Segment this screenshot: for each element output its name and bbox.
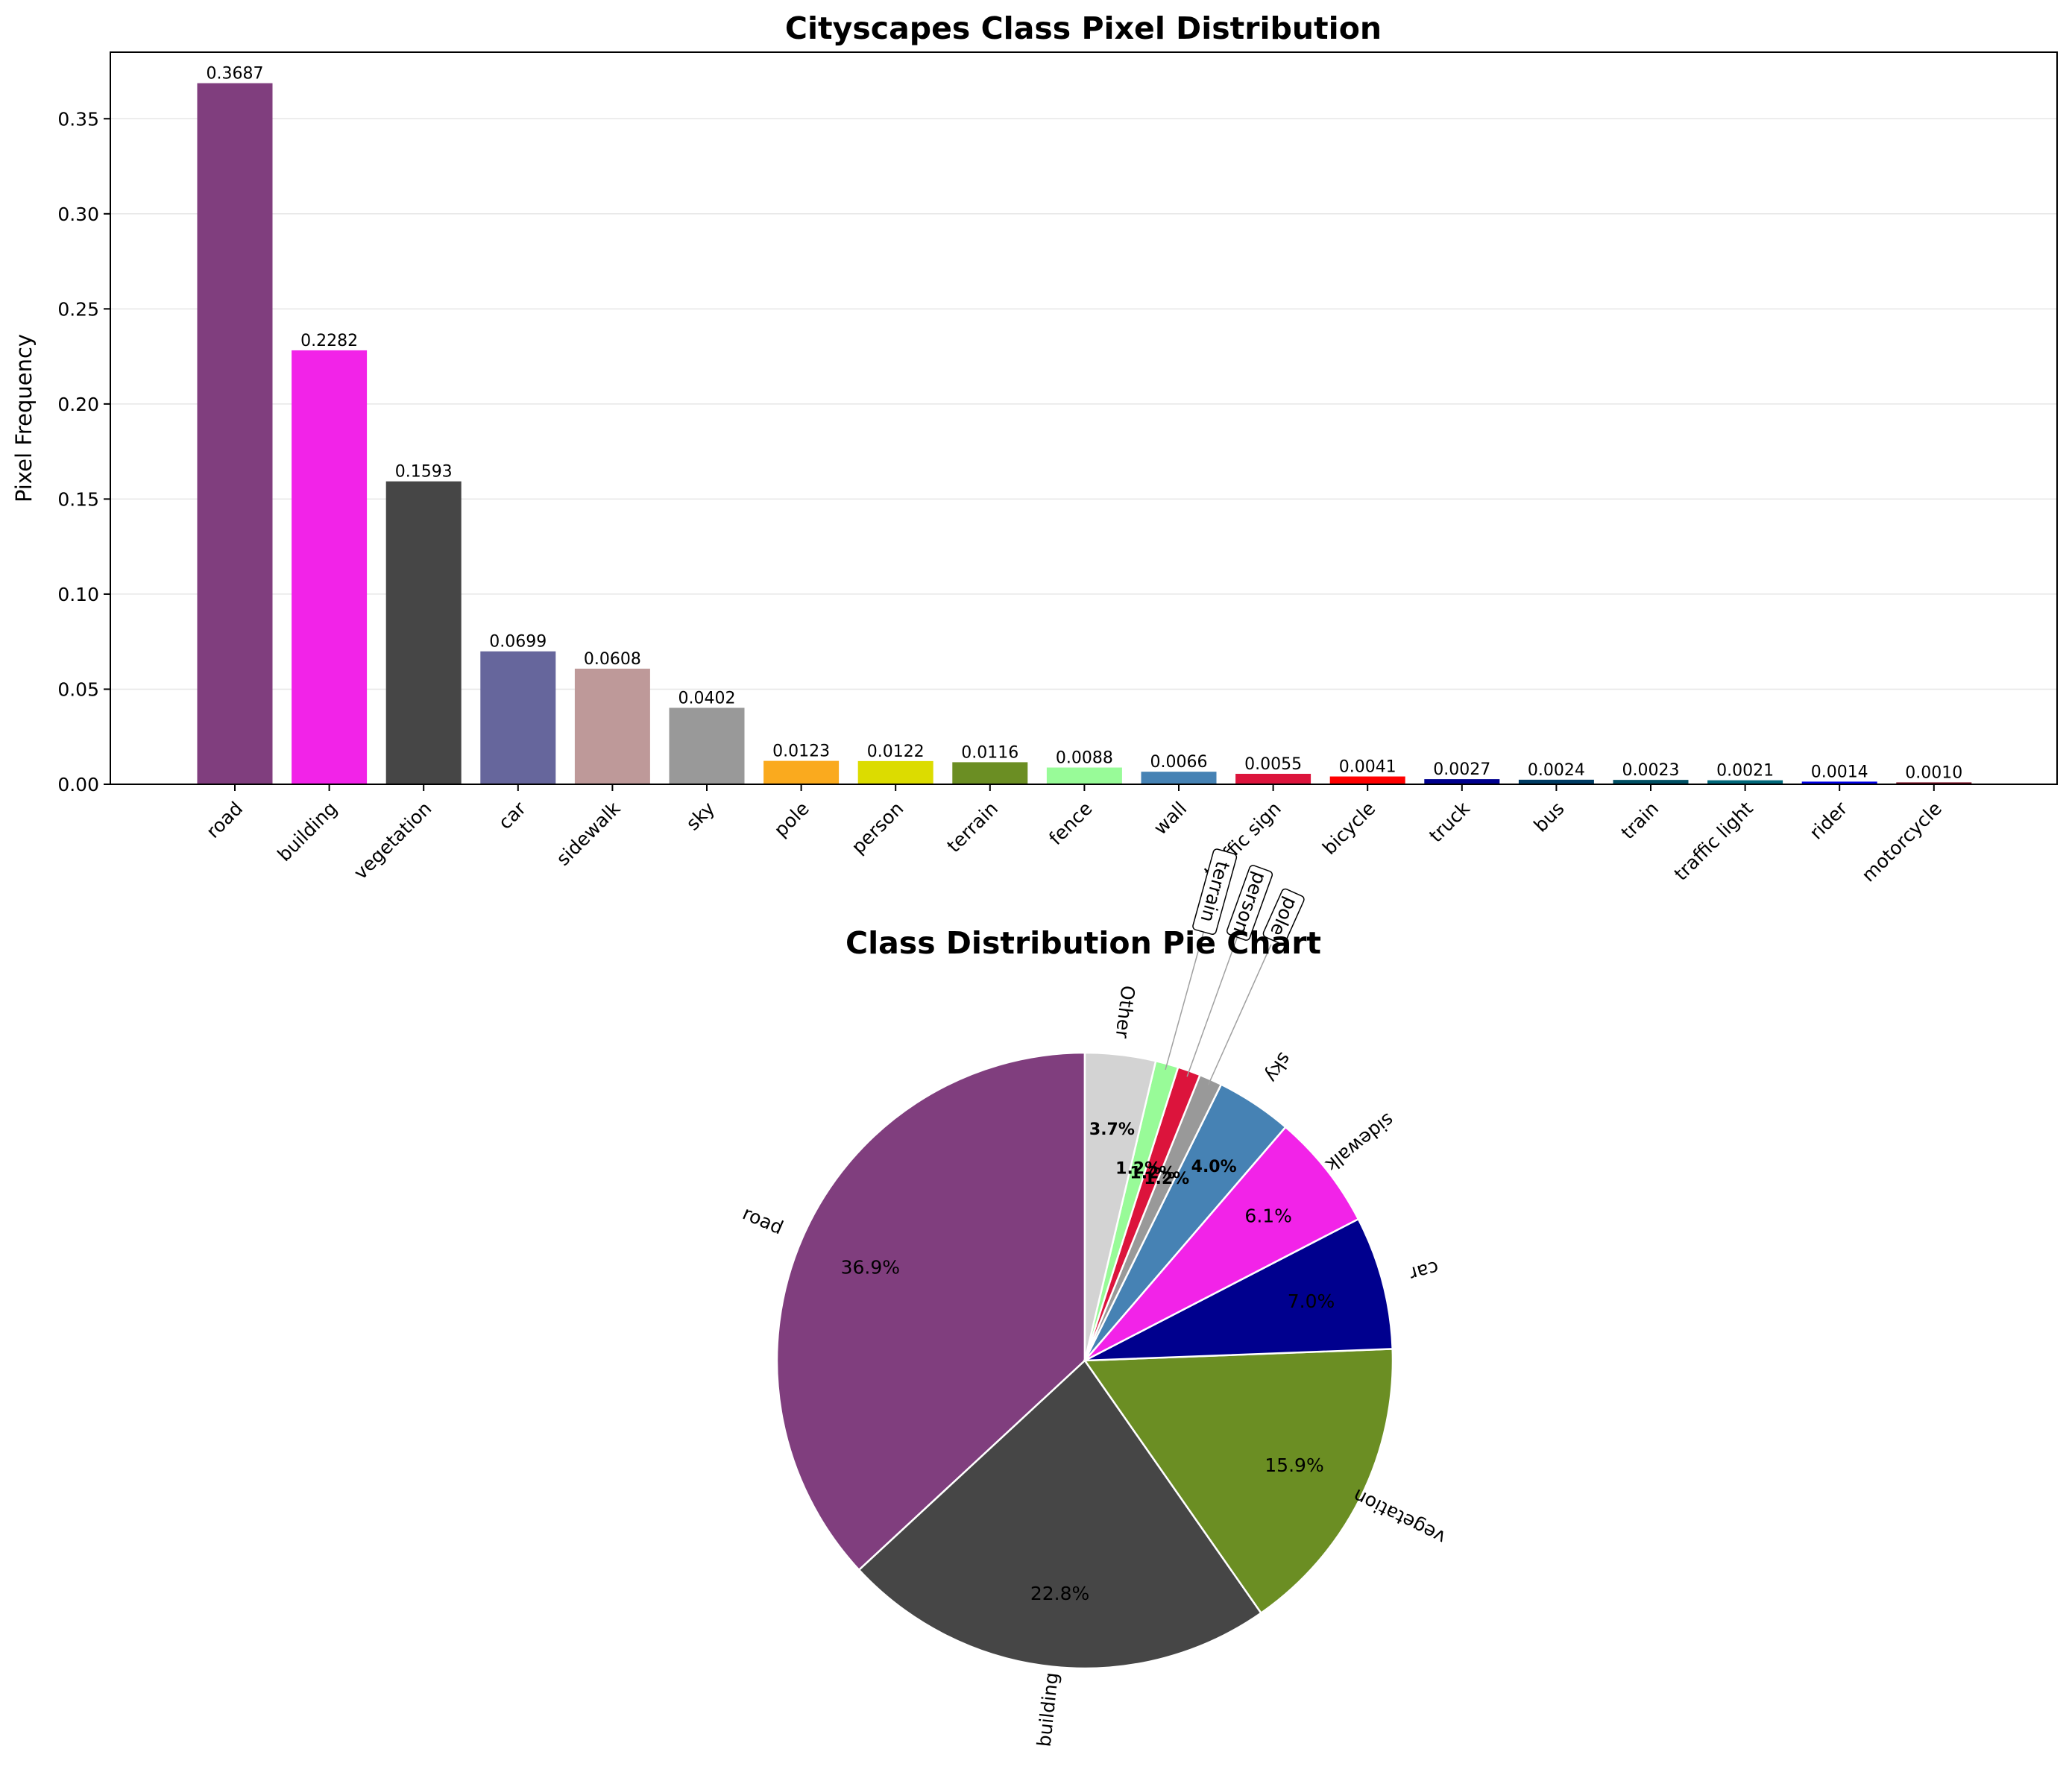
pie-percent-label: 1.2% [1130,1164,1175,1182]
pie-percent-label: 22.8% [1030,1583,1089,1604]
bar-y-tick-label: 0.05 [57,678,99,700]
bar-y-tick-label: 0.20 [57,394,99,415]
bar-y-tick-label: 0.15 [57,488,99,510]
pie-slice-other [1083,1051,1157,1361]
bar-motorcycle [1896,782,1972,784]
bar-truck [1424,779,1500,784]
bar-train [1613,780,1689,784]
pie-label-box [1262,888,1305,945]
pie-slice-sidewalk [1084,1126,1360,1362]
bar-value-label: 0.2282 [300,332,358,350]
pie-slice-car [1084,1217,1394,1362]
pie-percent-labels: 36.9%22.8%15.9%7.0%6.1%4.0%1.2%1.2%1.2%3… [841,1120,1335,1604]
bar-value-labels: 0.3687 0.2282 0.1593 0.0699 0.0608 0.0402 0.01… [207,65,1963,783]
bar-y-ticks: 0.00 0.05 0.10 0.15 0.20 0.25 0.30 0.35 [57,108,110,795]
pie-percent-label: 6.1% [1244,1205,1292,1226]
bar-chart-title: Cityscapes Class Pixel Distribution [785,10,1382,46]
bar-value-label: 0.0088 [1056,749,1113,768]
bar-car [480,651,556,784]
pie-slices [775,1051,1394,1670]
bar-y-tick-label: 0.25 [57,298,99,320]
pie-label-box [1226,865,1273,941]
bar-wall [1141,772,1217,784]
bar-y-tick-label: 0.10 [57,584,99,605]
pie-percent-label: 1.2% [1144,1170,1189,1188]
bar-value-label: 0.0023 [1622,761,1680,780]
pie-chart-title: Class Distribution Pie Chart [846,925,1321,961]
bar-value-label: 0.0041 [1339,758,1396,777]
bar-value-label: 0.0014 [1811,763,1868,781]
bar-y-tick-label: 0.30 [57,204,99,225]
pie-leader-line [1165,921,1207,1071]
pie-label-box [1192,848,1238,935]
bar-rider [1801,781,1877,784]
pie-percent-label: 36.9% [841,1256,900,1278]
pie-leader-line [1207,944,1272,1085]
pie-slice-road [775,1051,1086,1572]
pie-leader-line [1186,931,1240,1077]
pie-slice-building [857,1359,1263,1670]
bar-pole [763,760,840,784]
bar-bicycle [1329,776,1405,784]
bar-value-label: 0.0116 [961,743,1018,762]
bar-y-tick-label: 0.35 [57,108,99,130]
bar-value-label: 0.0027 [1433,760,1490,779]
bar-value-label: 0.3687 [207,65,264,83]
pie-percent-label: 4.0% [1191,1158,1237,1176]
bar-fence [1046,767,1122,784]
bar-road [197,83,273,785]
pie-slice-vegetation [1083,1348,1394,1615]
bar-sky [669,707,745,784]
bar-value-label: 0.0066 [1150,753,1208,772]
bar-value-label: 0.0122 [867,743,925,761]
bar-bars [197,83,1972,785]
bar-value-label: 0.0055 [1244,755,1302,774]
bar-gridlines [110,118,2057,785]
bar-value-label: 0.0608 [584,650,641,669]
bar-value-label: 0.0024 [1528,761,1585,780]
pie-percent-label: 15.9% [1265,1454,1323,1476]
bar-traffic-light [1707,780,1783,784]
bar-value-label: 0.0699 [489,633,547,652]
bar-value-label: 0.0402 [678,689,736,707]
pie-leader-lines [1165,921,1272,1085]
pie-percent-label: 1.2% [1115,1159,1161,1178]
bar-chart: Cityscapes Class Pixel Distribution 0.36… [11,10,2058,886]
bar-bus [1518,779,1594,784]
bar-terrain [952,762,1028,784]
pie-percent-label: 7.0% [1288,1290,1335,1312]
bar-building [292,350,368,785]
bar-vegetation [385,481,462,784]
bar-value-label: 0.0021 [1716,762,1774,781]
bar-value-label: 0.0010 [1905,763,1962,782]
bar-sidewalk [574,668,650,784]
bar-traffic-sign [1235,773,1311,784]
bar-person [857,760,933,784]
bar-value-label: 0.1593 [395,463,453,482]
pie-percent-label: 3.7% [1089,1120,1135,1139]
bar-value-label: 0.0123 [772,743,830,761]
bar-y-tick-label: 0.00 [57,774,99,795]
bar-y-axis-label: Pixel Frequency [11,334,37,502]
